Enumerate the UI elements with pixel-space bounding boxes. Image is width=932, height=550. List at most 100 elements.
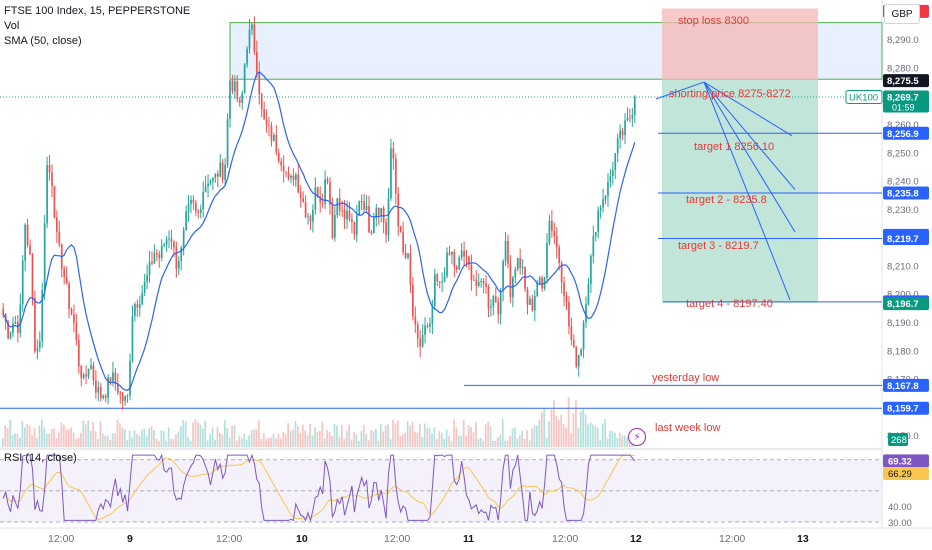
price-tick-label: 8,230.0 xyxy=(887,205,919,216)
candle xyxy=(207,183,209,187)
candle xyxy=(475,279,478,286)
candle xyxy=(16,321,19,333)
candle xyxy=(494,296,497,302)
rsi-label[interactable]: RSI (14, close) xyxy=(4,452,77,464)
volume-bar xyxy=(509,436,511,447)
target4-label: target 4 - 8197.40 xyxy=(686,298,773,310)
volume-bar xyxy=(119,423,121,447)
candle xyxy=(226,118,229,165)
time-axis-label: 12 xyxy=(630,533,642,545)
sma-label[interactable]: SMA (50, close) xyxy=(4,35,82,47)
volume-bar xyxy=(333,423,336,447)
candle xyxy=(409,253,412,285)
candle xyxy=(307,215,309,217)
price-label-bg xyxy=(883,297,929,311)
candle xyxy=(368,205,370,233)
volume-bar xyxy=(221,434,224,447)
volume-bar xyxy=(189,440,192,447)
volume-bar xyxy=(589,422,592,447)
candle xyxy=(480,281,483,283)
candle xyxy=(141,292,144,305)
candle xyxy=(546,242,548,278)
candle xyxy=(260,94,263,110)
candle xyxy=(394,158,397,194)
price-label-bg xyxy=(883,231,929,245)
candle xyxy=(90,365,92,369)
candle xyxy=(138,304,141,308)
volume-bar xyxy=(511,428,514,447)
candle xyxy=(304,202,307,217)
shorting-price-label: shorting price 8275-8272 xyxy=(669,88,791,100)
rsi-tick-label: 30.00 xyxy=(888,518,912,529)
volume-bar xyxy=(489,426,492,447)
volume-bar xyxy=(128,430,131,447)
candle xyxy=(516,257,519,270)
candle xyxy=(431,305,434,324)
volume-bar xyxy=(575,400,577,447)
candle xyxy=(180,247,183,262)
price-label: 8,219.7 xyxy=(887,234,919,245)
currency-button[interactable]: GBP xyxy=(884,4,920,24)
candle xyxy=(153,252,156,264)
volume-bar xyxy=(482,440,485,447)
candle xyxy=(426,325,429,327)
volume-bar xyxy=(82,420,85,447)
price-label-bg xyxy=(883,90,929,113)
price-label-bg xyxy=(883,126,929,140)
volume-bar xyxy=(60,422,63,447)
candle xyxy=(185,211,187,230)
volume-label[interactable]: Vol xyxy=(4,20,20,32)
candle xyxy=(63,268,66,277)
volume-bar xyxy=(133,430,136,447)
candle xyxy=(26,224,29,245)
stop-loss-label: stop loss 8300 xyxy=(678,15,749,27)
volume-bar xyxy=(131,437,133,447)
volume-bar xyxy=(587,424,589,447)
volume-bar xyxy=(38,425,41,447)
candle xyxy=(312,209,314,222)
volume-bar xyxy=(240,438,243,447)
volume-bar xyxy=(421,437,424,447)
lightning-icon[interactable]: ⚡ xyxy=(628,428,646,446)
volume-bar xyxy=(177,431,180,447)
volume-bar xyxy=(440,432,443,447)
volume-bar xyxy=(175,434,177,447)
candle xyxy=(51,172,53,186)
time-axis-label: 9 xyxy=(127,533,133,545)
candle xyxy=(221,162,224,180)
candle xyxy=(2,308,5,315)
candle xyxy=(633,97,636,115)
rsi-value-label: 69.32 xyxy=(888,456,912,467)
candle xyxy=(253,24,256,52)
volume-bar xyxy=(577,427,580,447)
candle xyxy=(380,208,383,215)
volume-bar xyxy=(565,427,567,447)
volume-bar xyxy=(201,428,204,447)
candle xyxy=(92,365,95,381)
candle xyxy=(594,232,597,236)
candle xyxy=(82,374,85,379)
volume-bar xyxy=(538,420,541,447)
volume-bar xyxy=(472,432,475,447)
volume-bar xyxy=(216,427,219,447)
volume-bar xyxy=(611,431,614,447)
volume-bar xyxy=(523,438,526,447)
volume-bar xyxy=(536,425,538,447)
candle xyxy=(358,201,361,216)
candle xyxy=(387,198,390,235)
volume-bar xyxy=(394,423,397,447)
volume-bar xyxy=(443,439,446,447)
candle xyxy=(43,223,46,291)
volume-bar xyxy=(428,428,431,447)
symbol-title[interactable]: FTSE 100 Index, 15, PEPPERSTONE xyxy=(4,5,191,17)
volume-bar xyxy=(223,420,226,447)
candle xyxy=(458,257,461,270)
volume-bar xyxy=(423,423,426,447)
volume-bar xyxy=(570,433,572,447)
volume-bar xyxy=(272,433,275,447)
volume-bar xyxy=(494,440,497,447)
candle xyxy=(370,232,373,234)
volume-bar xyxy=(404,432,407,447)
candle xyxy=(19,304,22,333)
